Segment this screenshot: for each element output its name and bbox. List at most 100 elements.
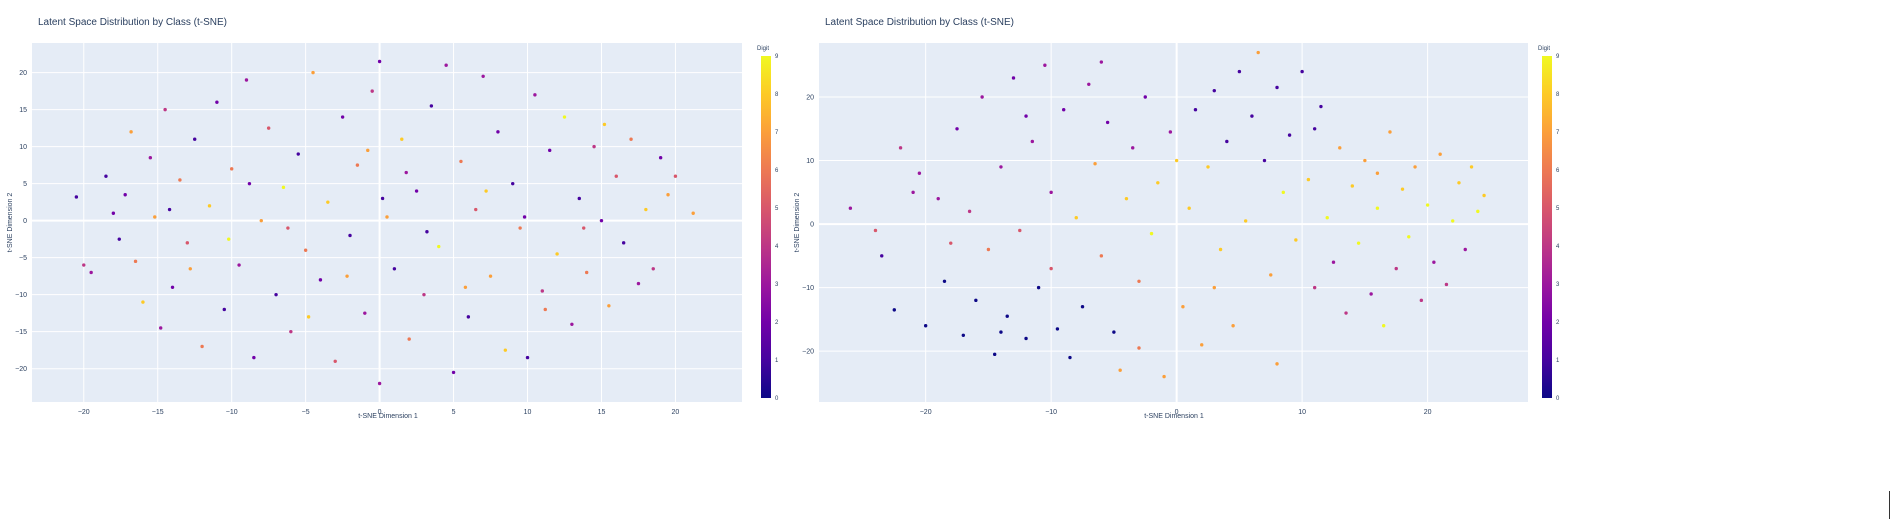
data-point[interactable] [281, 185, 286, 190]
data-point[interactable] [1281, 190, 1286, 195]
data-point[interactable] [207, 204, 212, 208]
data-point[interactable] [1375, 171, 1380, 175]
data-point[interactable] [89, 270, 93, 275]
data-point[interactable] [193, 137, 197, 141]
data-point[interactable] [340, 115, 345, 119]
data-point[interactable] [422, 292, 426, 297]
data-point[interactable] [1306, 177, 1311, 182]
data-point[interactable] [1237, 69, 1242, 74]
data-point[interactable] [1193, 108, 1198, 112]
data-point[interactable] [1018, 228, 1022, 233]
data-point[interactable] [451, 370, 456, 375]
data-point[interactable] [178, 178, 182, 182]
data-point[interactable] [917, 171, 922, 175]
data-point[interactable] [167, 207, 172, 212]
data-point[interactable] [117, 237, 121, 241]
data-point[interactable] [1331, 260, 1336, 264]
resize-handle[interactable] [1889, 491, 1890, 519]
data-point[interactable] [274, 292, 278, 297]
data-point[interactable] [1212, 88, 1216, 93]
data-point[interactable] [1187, 206, 1191, 210]
data-point[interactable] [1407, 235, 1411, 239]
data-point[interactable] [123, 193, 127, 197]
data-point[interactable] [185, 241, 190, 245]
data-point[interactable] [1394, 266, 1398, 271]
data-point[interactable] [992, 352, 997, 357]
data-point[interactable] [1312, 285, 1317, 290]
data-point[interactable] [286, 226, 290, 230]
data-point[interactable] [133, 259, 138, 264]
data-point[interactable] [1105, 120, 1110, 125]
data-point[interactable] [377, 59, 382, 64]
data-point[interactable] [548, 148, 552, 153]
data-point[interactable] [980, 95, 984, 99]
data-point[interactable] [74, 195, 79, 199]
data-point[interactable] [1093, 162, 1097, 166]
data-point[interactable] [474, 207, 478, 212]
data-point[interactable] [1137, 279, 1141, 283]
data-point[interactable] [370, 89, 374, 93]
data-point[interactable] [555, 252, 559, 256]
data-point[interactable] [1451, 219, 1455, 223]
data-point[interactable] [1074, 216, 1078, 220]
data-point[interactable] [1030, 139, 1035, 144]
data-point[interactable] [380, 196, 385, 201]
data-point[interactable] [1049, 266, 1053, 271]
data-point[interactable] [522, 215, 527, 219]
data-point[interactable] [1482, 193, 1486, 198]
data-point[interactable] [1005, 314, 1009, 318]
data-point[interactable] [1425, 203, 1430, 207]
data-point[interactable] [582, 226, 586, 230]
data-point[interactable] [148, 156, 153, 160]
data-point[interactable] [348, 233, 352, 238]
data-point[interactable] [570, 322, 574, 326]
data-point[interactable] [227, 237, 231, 241]
data-point[interactable] [602, 122, 607, 127]
data-point[interactable] [577, 196, 581, 201]
data-point[interactable] [1312, 127, 1317, 131]
data-point[interactable] [1413, 165, 1417, 169]
data-point[interactable] [848, 206, 853, 210]
data-point[interactable] [1212, 285, 1216, 290]
data-point[interactable] [942, 279, 947, 283]
data-point[interactable] [1294, 238, 1298, 242]
data-point[interactable] [82, 263, 86, 267]
data-point[interactable] [1338, 146, 1342, 150]
data-point[interactable] [540, 289, 545, 293]
data-point[interactable] [1287, 133, 1292, 137]
data-point[interactable] [303, 248, 308, 252]
data-point[interactable] [1174, 158, 1179, 163]
data-point[interactable] [936, 196, 940, 201]
data-point[interactable] [961, 333, 966, 337]
data-point[interactable] [1099, 254, 1104, 258]
data-point[interactable] [188, 267, 192, 271]
data-point[interactable] [911, 190, 915, 195]
data-point[interactable] [215, 100, 219, 104]
data-point[interactable] [444, 63, 448, 67]
data-point[interactable] [1300, 69, 1304, 74]
data-point[interactable] [484, 189, 488, 193]
data-point[interactable] [880, 254, 884, 258]
data-point[interactable] [1043, 63, 1047, 67]
data-point[interactable] [1400, 187, 1405, 191]
data-point[interactable] [1350, 184, 1355, 188]
data-point[interactable] [898, 146, 903, 150]
data-point[interactable] [1369, 292, 1373, 296]
data-point[interactable] [407, 337, 411, 341]
data-point[interactable] [466, 315, 471, 319]
data-point[interactable] [1243, 219, 1248, 223]
data-point[interactable] [1168, 130, 1173, 134]
data-point[interactable] [259, 218, 263, 223]
data-point[interactable] [1124, 196, 1129, 201]
data-point[interactable] [404, 170, 408, 175]
data-point[interactable] [296, 152, 300, 156]
data-point[interactable] [1112, 330, 1116, 334]
data-point[interactable] [629, 137, 633, 141]
data-point[interactable] [1375, 206, 1380, 210]
data-point[interactable] [1256, 50, 1260, 55]
data-point[interactable] [355, 163, 360, 167]
data-point[interactable] [1381, 324, 1386, 328]
data-point[interactable] [974, 298, 978, 303]
data-point[interactable] [200, 344, 204, 349]
data-point[interactable] [503, 348, 508, 352]
